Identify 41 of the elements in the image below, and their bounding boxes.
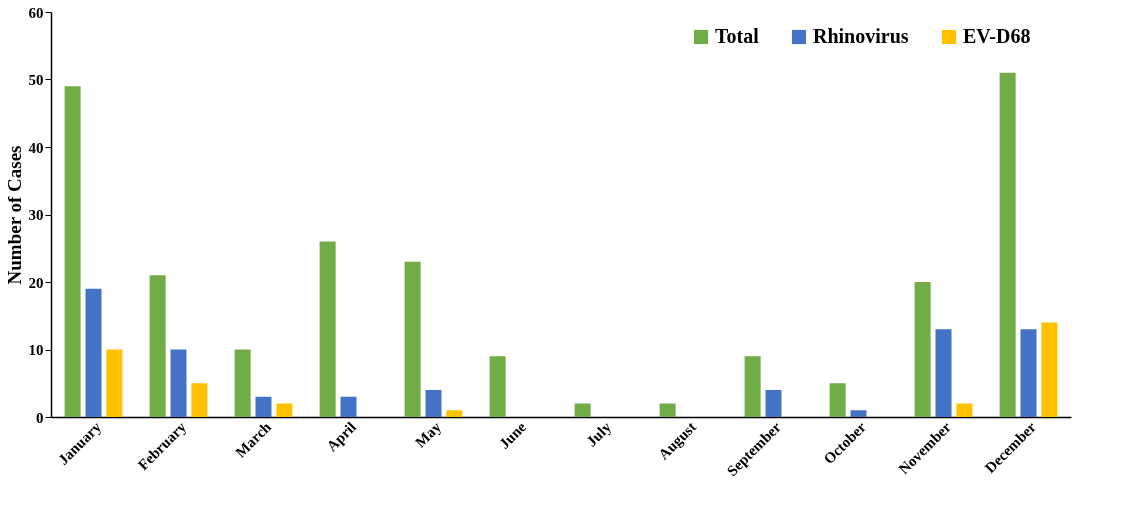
bar (234, 349, 251, 417)
bar (404, 261, 421, 417)
bar (425, 390, 442, 417)
bar (956, 403, 973, 417)
bar (191, 383, 208, 417)
bar (999, 72, 1016, 417)
bar (489, 356, 506, 417)
y-tick-label: 50 (28, 72, 44, 88)
bar (106, 349, 123, 417)
legend-label: EV-D68 (963, 25, 1031, 47)
legend-label: Rhinovirus (813, 25, 909, 47)
bar (170, 349, 187, 417)
bar (574, 403, 591, 417)
y-tick-label: 60 (28, 4, 44, 21)
bar (446, 410, 463, 417)
x-tick-label: June (495, 418, 530, 452)
bar (276, 403, 293, 417)
y-axis-title: Number of Cases (3, 145, 25, 285)
bar (765, 390, 782, 417)
bar (255, 396, 272, 417)
y-tick-label: 0 (36, 409, 44, 426)
bar (319, 241, 336, 417)
bar (64, 86, 81, 417)
bar (1020, 329, 1037, 417)
y-tick-label: 10 (28, 342, 44, 358)
bar (914, 282, 931, 417)
bar (935, 329, 952, 417)
y-tick-label: 20 (28, 274, 44, 291)
legend-label: Total (715, 25, 760, 47)
bar (829, 383, 846, 417)
y-tick-label: 30 (28, 207, 44, 223)
bar (149, 275, 166, 417)
bar (659, 403, 676, 417)
x-tick-label: May (412, 418, 445, 451)
bar (85, 288, 102, 417)
bar (744, 356, 761, 417)
bar (1041, 322, 1058, 417)
bar (340, 396, 357, 417)
x-tick-label: July (583, 418, 615, 450)
y-tick-label: 40 (28, 139, 44, 156)
bar (850, 410, 867, 417)
